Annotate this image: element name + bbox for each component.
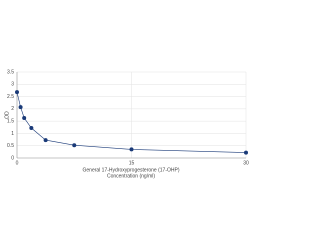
data-point <box>129 147 134 152</box>
x-axis-label: General 17-Hydroxyprogesterone (17-OHP) <box>83 167 180 173</box>
data-point <box>244 150 248 155</box>
y-tick-label: 1.5 <box>7 118 14 124</box>
data-point <box>18 105 23 110</box>
y-tick-label: 3 <box>11 82 14 88</box>
y-tick-label: 0 <box>11 155 14 161</box>
data-point <box>29 126 34 131</box>
data-point <box>22 115 27 120</box>
data-point <box>72 143 77 148</box>
x-tick-label: 30 <box>243 160 249 166</box>
data-point <box>43 138 48 143</box>
x-unit-label: Concentration (ng/ml) <box>107 173 155 179</box>
y-tick-label: 2 <box>11 106 14 112</box>
data-point <box>15 90 19 95</box>
x-tick-label: 0 <box>16 160 19 166</box>
chart: OD General 17-Hydroxyprogesterone (17-OH… <box>4 69 249 179</box>
y-tick-label: 1 <box>11 131 14 137</box>
x-tick-label: 15 <box>129 160 135 166</box>
y-tick-label: 3.5 <box>7 69 14 75</box>
y-axis-label: OD <box>4 111 10 119</box>
y-tick-label: 0.5 <box>7 143 14 149</box>
y-tick-label: 2.5 <box>7 94 14 100</box>
